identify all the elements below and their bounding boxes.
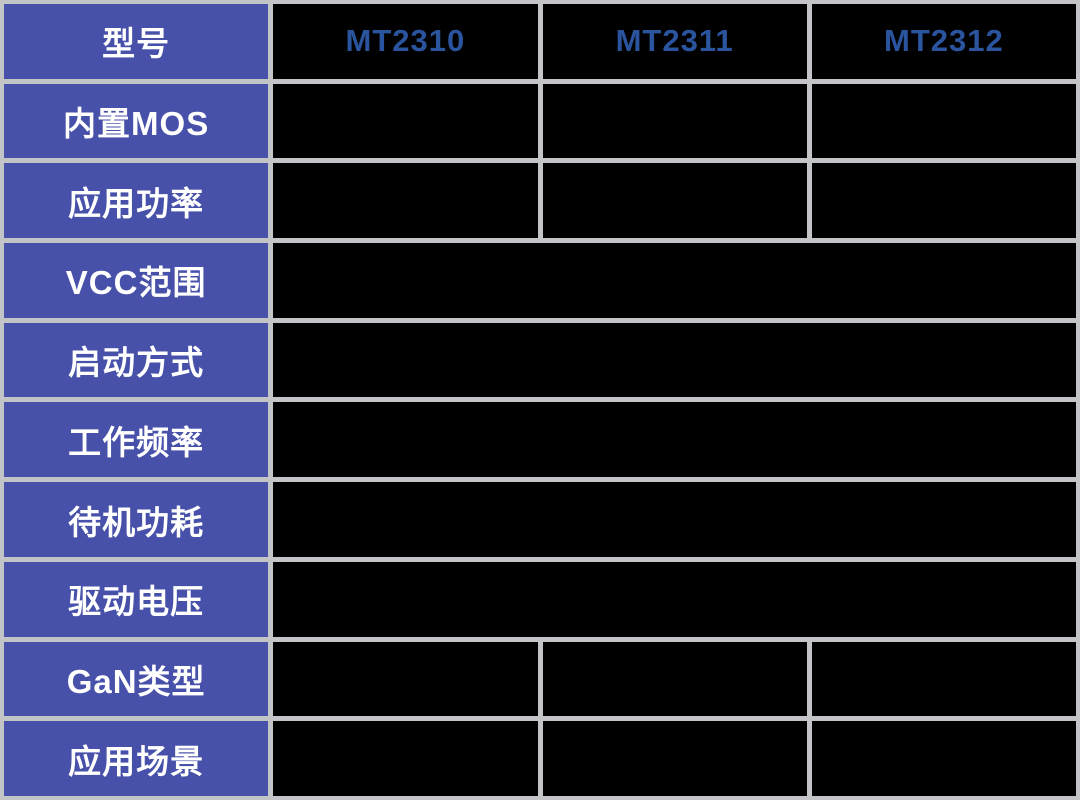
cell-operating-frequency-all [273, 402, 1076, 478]
corner-header-model: 型号 [4, 4, 269, 79]
cell-application-power-mt2311 [542, 163, 807, 239]
row-label-operating-frequency: 工作频率 [4, 402, 269, 478]
cell-application-scenario-mt2312 [811, 721, 1076, 796]
row-label-application-power: 应用功率 [4, 163, 269, 239]
cell-vcc-range-all [273, 243, 1076, 318]
cell-gan-type-mt2310 [273, 641, 538, 717]
cell-startup-mode-all [273, 322, 1076, 398]
cell-application-power-mt2312 [811, 163, 1076, 239]
row-label-gan-type: GaN类型 [4, 641, 269, 717]
cell-gan-type-mt2312 [811, 641, 1076, 717]
cell-application-power-mt2310 [273, 163, 538, 239]
header-mt2310: MT2310 [273, 4, 538, 79]
row-label-vcc-range: VCC范围 [4, 243, 269, 318]
cell-application-scenario-mt2311 [542, 721, 807, 796]
cell-builtin-mos-mt2312 [811, 83, 1076, 159]
row-label-builtin-mos: 内置MOS [4, 83, 269, 159]
header-mt2312: MT2312 [811, 4, 1076, 79]
cell-builtin-mos-mt2310 [273, 83, 538, 159]
cell-application-scenario-mt2310 [273, 721, 538, 796]
cell-gan-type-mt2311 [542, 641, 807, 717]
cell-builtin-mos-mt2311 [542, 83, 807, 159]
header-mt2311: MT2311 [542, 4, 807, 79]
row-label-application-scenario: 应用场景 [4, 721, 269, 796]
cell-standby-power-all [273, 482, 1076, 557]
row-label-standby-power: 待机功耗 [4, 482, 269, 557]
row-label-startup-mode: 启动方式 [4, 322, 269, 398]
cell-drive-voltage-all [273, 561, 1076, 637]
row-label-drive-voltage: 驱动电压 [4, 561, 269, 637]
